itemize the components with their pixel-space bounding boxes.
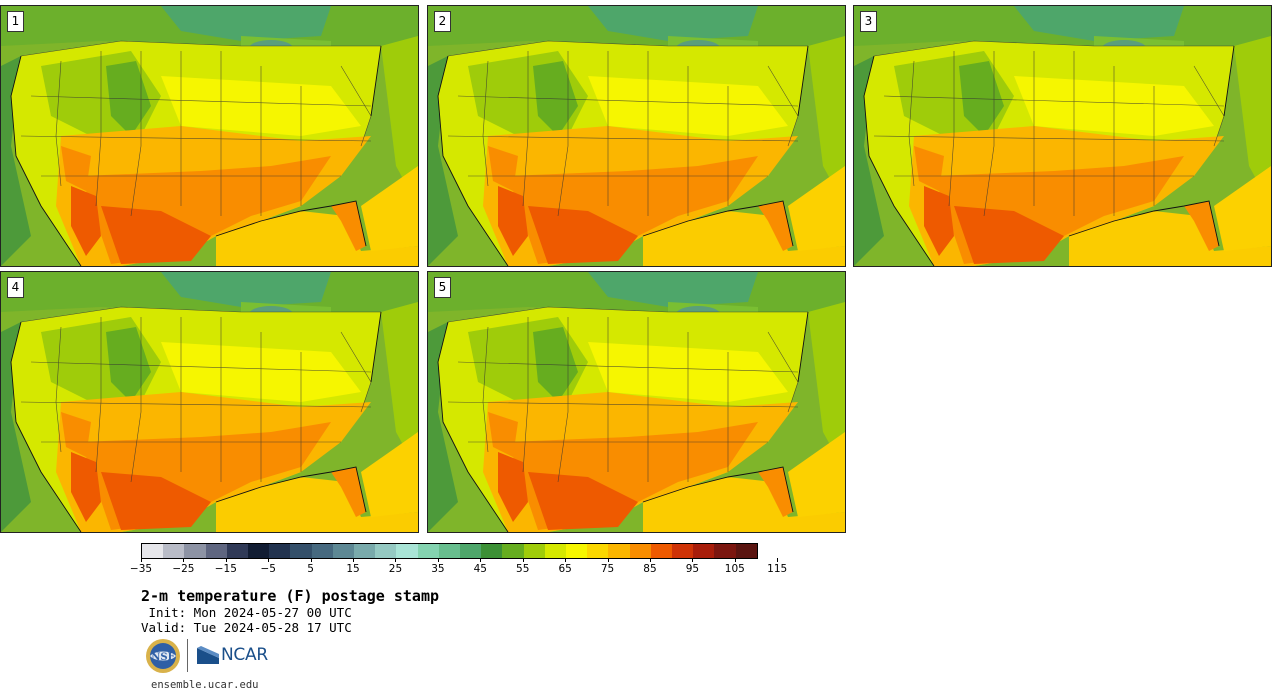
colorbar-tick-label: 95 [685,563,700,575]
colorbar-segment [205,544,227,558]
colorbar-segment [608,544,630,558]
colorbar-segment [714,544,736,558]
colorbar-segment [332,544,355,558]
colorbar-tick-label: 15 [346,563,360,575]
colorbar-tick-label: 75 [600,563,615,575]
colorbar-tick [522,558,524,562]
chart-title: 2-m temperature (F) postage stamp [141,587,440,605]
temperature-map-4 [1,272,418,532]
colorbar-tick [649,558,651,562]
ensemble-member-panel-2: 2 [427,5,846,267]
colorbar-segment [226,544,249,558]
colorbar-tick-label: −5 [260,563,276,575]
colorbar-segment [693,544,715,558]
colorbar-tick-label: 85 [643,563,657,575]
website-url: ensemble.ucar.edu [151,679,259,691]
ensemble-member-panel-5: 5 [427,271,846,533]
valid-time: Valid: Tue 2024-05-28 17 UTC [141,620,352,635]
colorbar-segment [290,544,312,558]
ensemble-member-panel-4: 4 [0,271,419,533]
colorbar-tick-label: 55 [516,563,530,575]
colorbar-tick-label: 45 [473,563,487,575]
init-time: Init: Mon 2024-05-27 00 UTC [141,605,352,620]
colorbar-tick-label: −35 [129,563,153,575]
temperature-map-5 [428,272,845,532]
temperature-map-3 [854,6,1271,266]
ncar-logo: NCAR [197,643,268,667]
colorbar-segment [163,544,185,558]
temperature-map-2 [428,6,845,266]
colorbar-tick-label: 35 [431,563,445,575]
colorbar-segment [438,544,461,558]
colorbar-tick [268,558,270,562]
colorbar-segment [672,544,694,558]
colorbar-segment [142,544,164,558]
colorbar-tick [183,558,185,562]
colorbar-tick [310,558,312,562]
colorbar-segment [460,544,482,558]
colorbar-tick-label: −25 [172,563,195,575]
colorbar-tick [565,558,567,562]
logo-divider [187,639,188,672]
colorbar-segment [544,544,567,558]
nsf-logo: NSF [146,639,180,673]
member-label-5: 5 [434,277,451,298]
colorbar-tick-label: 5 [307,563,314,575]
colorbar-segment [269,544,291,558]
colorbar-segment [629,544,651,558]
colorbar-segment [354,544,376,558]
nsf-logo-text: NSF [151,652,174,663]
colorbar-tick [607,558,609,562]
colorbar-tick [777,558,779,562]
colorbar-tick [395,558,397,562]
colorbar-tick [480,558,482,562]
colorbar-segment [375,544,397,558]
colorbar-tick [437,558,439,562]
colorbar-segment [566,544,588,558]
colorbar-segment [396,544,418,558]
colorbar-segment [735,544,757,558]
colorbar-tick-label: −15 [214,563,237,575]
colorbar-tick-label: 115 [767,563,788,575]
colorbar-ticks: −35 −25 −15 −5 5 15 25 35 45 55 65 75 85 95 105 115 [130,558,787,578]
colorbar-tick-label: 65 [558,563,572,575]
ensemble-member-panel-1: 1 [0,5,419,267]
colorbar-tick-label: 25 [388,563,403,575]
colorbar-tick [692,558,694,562]
member-label-1: 1 [7,11,24,32]
ncar-mark-icon [197,646,219,664]
colorbar-segment [184,544,206,558]
colorbar-segment [248,544,270,558]
ensemble-member-panel-3: 3 [853,5,1272,267]
colorbar-segment [587,544,609,558]
temperature-map-1 [1,6,418,266]
member-label-2: 2 [434,11,451,32]
colorbar-segment [523,544,545,558]
colorbar-segment [417,544,439,558]
colorbar-segment [481,544,503,558]
colorbar-segment [311,544,333,558]
colorbar-tick [734,558,736,562]
member-label-3: 3 [860,11,877,32]
colorbar-tick [225,558,227,562]
temperature-colorbar [141,543,758,559]
colorbar-tick [141,558,142,562]
colorbar-segment [650,544,673,558]
colorbar-tick [353,558,355,562]
member-label-4: 4 [7,277,24,298]
colorbar-tick-label: 105 [724,563,745,575]
colorbar-segment [502,544,524,558]
ncar-logo-text: NCAR [221,645,268,665]
